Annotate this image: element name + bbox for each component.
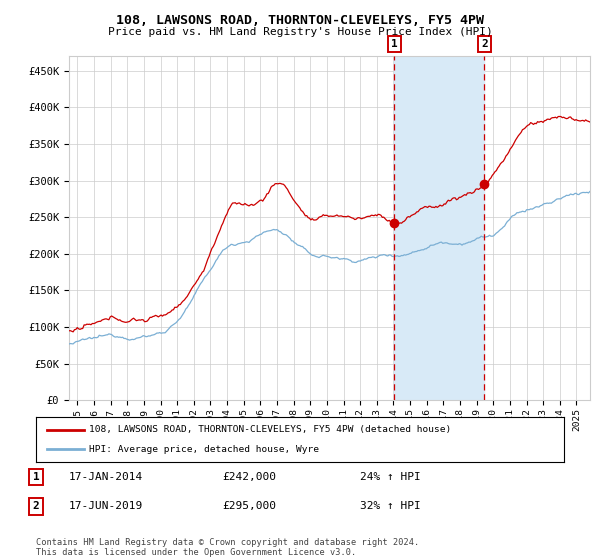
Text: 17-JUN-2019: 17-JUN-2019: [69, 501, 143, 511]
Text: 32% ↑ HPI: 32% ↑ HPI: [360, 501, 421, 511]
Text: 1: 1: [391, 39, 398, 49]
Text: £242,000: £242,000: [222, 472, 276, 482]
Text: 17-JAN-2014: 17-JAN-2014: [69, 472, 143, 482]
Bar: [394, 56, 484, 400]
Text: 1: 1: [32, 472, 40, 482]
Text: 2: 2: [481, 39, 488, 49]
Text: Price paid vs. HM Land Registry's House Price Index (HPI): Price paid vs. HM Land Registry's House …: [107, 27, 493, 37]
Text: £295,000: £295,000: [222, 501, 276, 511]
Text: 2: 2: [32, 501, 40, 511]
Text: HPI: Average price, detached house, Wyre: HPI: Average price, detached house, Wyre: [89, 445, 319, 454]
Text: Contains HM Land Registry data © Crown copyright and database right 2024.
This d: Contains HM Land Registry data © Crown c…: [36, 538, 419, 557]
Text: 24% ↑ HPI: 24% ↑ HPI: [360, 472, 421, 482]
Text: 108, LAWSONS ROAD, THORNTON-CLEVELEYS, FY5 4PW: 108, LAWSONS ROAD, THORNTON-CLEVELEYS, F…: [116, 14, 484, 27]
Text: 108, LAWSONS ROAD, THORNTON-CLEVELEYS, FY5 4PW (detached house): 108, LAWSONS ROAD, THORNTON-CLEVELEYS, F…: [89, 425, 451, 434]
